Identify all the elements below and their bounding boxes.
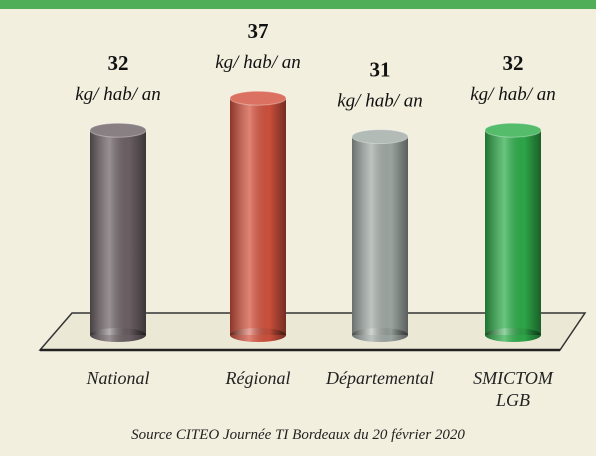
cylinder-top-light — [352, 129, 408, 144]
category-label: National — [86, 368, 150, 388]
category-label: Régional — [225, 368, 291, 388]
cylinder-top-light — [230, 91, 286, 106]
unit-label: kg/ hab/ an — [337, 91, 423, 112]
header-band — [0, 0, 596, 9]
cylinder-top — [484, 122, 542, 138]
unit-label: kg/ hab/ an — [470, 84, 556, 105]
value-label: 31 — [370, 58, 391, 82]
category-label: Départemental — [326, 368, 434, 388]
cylinder-top-light — [90, 123, 146, 138]
value-label: 32 — [108, 51, 129, 75]
value-label: 32 — [503, 51, 524, 75]
cylinder-shade — [230, 98, 286, 335]
category-label: SMICTOM LGB — [473, 368, 553, 410]
source-note: Source CITEO Journée TI Bordeaux du 20 f… — [131, 427, 465, 443]
unit-label: kg/ hab/ an — [215, 52, 301, 73]
unit-label: kg/ hab/ an — [75, 84, 161, 105]
cylinder-shade — [485, 130, 541, 335]
cylinder-top — [89, 122, 147, 138]
value-label: 37 — [248, 19, 269, 43]
cylinder-top — [229, 90, 287, 106]
cylinder-top — [351, 129, 409, 145]
cylinder-shade — [90, 130, 146, 335]
cylinder-shade — [352, 136, 408, 335]
cylinder-top-light — [485, 123, 541, 138]
